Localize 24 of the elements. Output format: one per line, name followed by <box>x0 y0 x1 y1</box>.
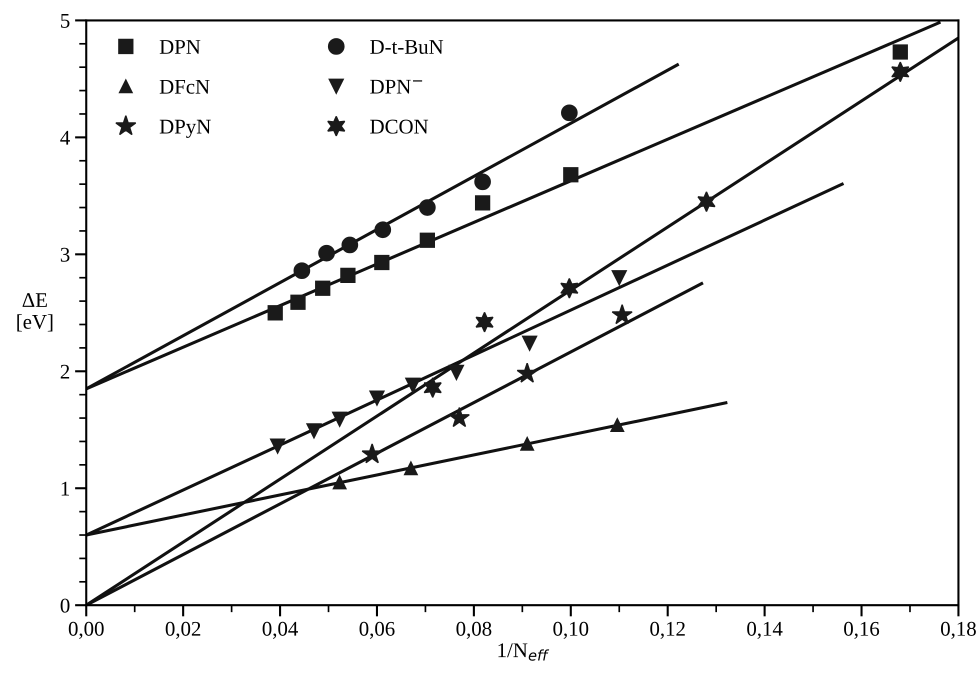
legend-label: D-t-BuN <box>370 40 444 54</box>
x-tick-label: 0,14 <box>747 622 783 639</box>
y-tick-label: 0 <box>60 598 70 613</box>
y-tick-label: 2 <box>60 364 70 379</box>
legend-label: DPyN <box>160 120 211 138</box>
legend-label: DPN$^{−}$ <box>370 80 422 94</box>
x-tick-label: 0,04 <box>262 622 298 639</box>
x-tick-label: 0,06 <box>360 622 395 639</box>
legend-label: DFcN <box>160 80 210 94</box>
y-tick-label: 1 <box>62 482 70 496</box>
x-axis-title: 1/N$_{eff}$ <box>498 643 550 661</box>
y-axis-title: ΔE [eV] <box>17 293 52 332</box>
x-tick-label: 0,00 <box>68 622 104 639</box>
x-tick-label: 0,02 <box>166 622 200 639</box>
x-tick-label: 0,08 <box>456 622 492 639</box>
y-tick-label: 4 <box>60 130 70 145</box>
y-tick-label: 3 <box>60 248 70 262</box>
legend-label: DCON <box>370 120 428 134</box>
y-tick-label: 5 <box>61 14 70 28</box>
x-tick-label: 0,10 <box>553 622 588 639</box>
x-tick-label: 0,18 <box>941 622 976 639</box>
x-tick-label: 0,12 <box>650 622 685 639</box>
legend-label: DPN <box>160 40 200 54</box>
x-tick-label: 0,16 <box>844 622 880 639</box>
